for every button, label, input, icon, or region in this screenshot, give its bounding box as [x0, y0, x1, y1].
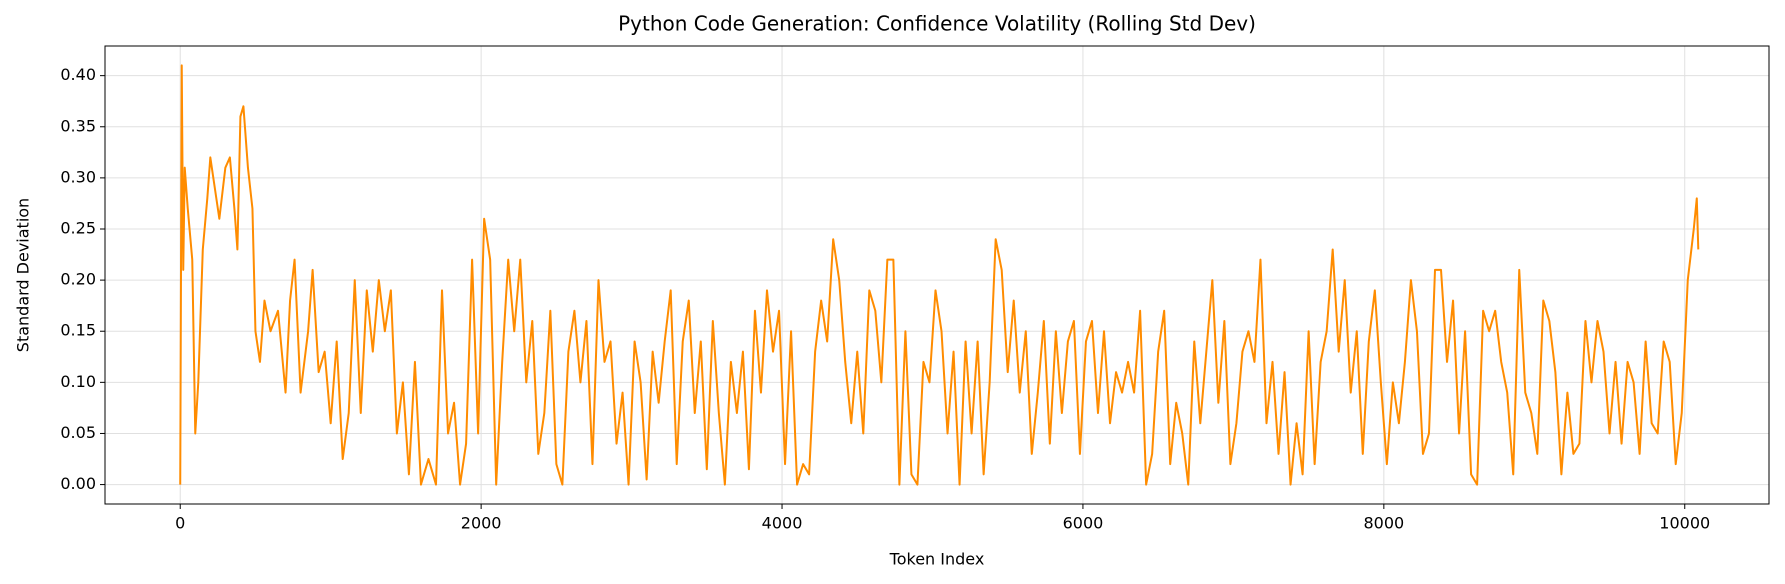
- y-axis-label: Standard Deviation: [14, 198, 33, 352]
- y-tick-label: 0.40: [60, 65, 96, 84]
- y-tick-label: 0.05: [60, 423, 96, 442]
- chart-title: Python Code Generation: Confidence Volat…: [618, 12, 1256, 36]
- y-tick-label: 0.15: [60, 321, 96, 340]
- y-tick-label: 0.30: [60, 167, 96, 186]
- plot-frame: [104, 45, 1770, 505]
- x-tick-label: 10000: [1659, 514, 1710, 533]
- x-tick-label: 6000: [1063, 514, 1104, 533]
- x-axis-label: Token Index: [889, 550, 985, 569]
- x-tick-label: 4000: [762, 514, 803, 533]
- y-tick-label: 0.25: [60, 218, 96, 237]
- x-tick-label: 0: [175, 514, 185, 533]
- x-tick-label: 8000: [1363, 514, 1404, 533]
- y-tick-label: 0.10: [60, 372, 96, 391]
- x-tick-label: 2000: [461, 514, 502, 533]
- data-line: [179, 64, 1700, 486]
- y-tick-label: 0.35: [60, 116, 96, 135]
- y-tick-label: 0.00: [60, 474, 96, 493]
- y-tick-label: 0.20: [60, 270, 96, 289]
